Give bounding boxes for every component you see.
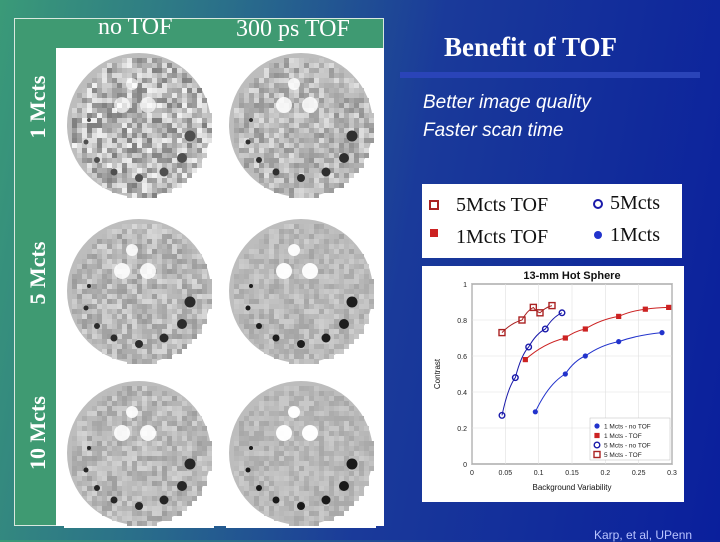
- data-point: [642, 306, 648, 312]
- x-tick-label: 0.3: [667, 470, 677, 477]
- filled-square-icon: [430, 229, 438, 237]
- filled-circle-icon: [594, 231, 602, 239]
- data-point: [659, 330, 665, 336]
- data-point: [593, 441, 601, 449]
- data-point: [529, 303, 538, 312]
- slide-title: Benefit of TOF: [444, 32, 617, 62]
- chart-legend-label: 5 Mcts - no TOF: [604, 443, 651, 450]
- marker-legend: 5Mcts TOF 1Mcts TOF 5Mcts 1Mcts: [422, 184, 682, 258]
- data-point: [666, 304, 672, 310]
- x-tick-label: 0.05: [499, 470, 513, 477]
- open-circle-icon: [593, 199, 603, 209]
- data-point: [518, 316, 526, 324]
- chart-legend-label: 5 Mcts - TOF: [604, 452, 642, 459]
- data-point: [525, 343, 533, 351]
- data-point: [536, 309, 544, 317]
- phantom-image-10mcts-tof: [226, 378, 376, 528]
- y-tick-label: 0.2: [457, 426, 467, 433]
- y-tick-label: 1: [463, 282, 467, 289]
- row-label-10mcts: 10 Mcts: [25, 396, 50, 470]
- x-tick-label: 0.25: [632, 470, 646, 477]
- bullet-scan-time: Faster scan time: [423, 120, 564, 141]
- x-tick-label: 0: [470, 470, 474, 477]
- y-tick-label: 0.4: [457, 390, 467, 397]
- phantom-image-grid: [56, 48, 384, 528]
- bullet-image-quality: Better image quality: [423, 92, 591, 113]
- legend-5mcts-tof: 5Mcts TOF: [456, 194, 549, 216]
- chart-title: 13-mm Hot Sphere: [523, 270, 620, 282]
- data-point: [593, 450, 601, 459]
- data-point: [548, 301, 556, 310]
- phantom-image-1mcts-tof: [226, 50, 376, 200]
- phantom-image-5mcts-tof: [226, 216, 376, 366]
- data-point: [582, 353, 588, 359]
- data-point: [562, 371, 568, 377]
- phantom-image-5mcts-notof: [64, 216, 214, 366]
- data-point: [532, 409, 538, 415]
- row-label-1mcts: 1 Mcts: [25, 75, 50, 139]
- chart-legend-label: 1 Mcts - no TOF: [604, 424, 651, 431]
- data-point: [522, 357, 528, 363]
- x-tick-label: 0.2: [600, 470, 610, 477]
- y-tick-label: 0.8: [457, 318, 467, 325]
- legend-1mcts-tof: 1Mcts TOF: [456, 226, 549, 248]
- legend-1mcts: 1Mcts: [610, 224, 660, 246]
- contrast-chart-panel: 13-mm Hot Sphere 0 0.2 0.4 0.6 0.8 1 0 0.05 0.1 0.…: [422, 266, 684, 502]
- data-point: [616, 339, 622, 345]
- legend-5mcts: 5Mcts: [610, 192, 660, 214]
- contrast-chart: 13-mm Hot Sphere 0 0.2 0.4 0.6 0.8 1 0 0.05 0.1 0.…: [433, 270, 677, 492]
- series-line: [501, 305, 553, 333]
- phantom-image-10mcts-notof: [64, 378, 214, 528]
- series-line: [501, 312, 563, 416]
- data-point: [541, 325, 549, 333]
- data-point: [594, 432, 600, 439]
- row-label-5mcts: 5 Mcts: [25, 241, 50, 305]
- data-point: [594, 423, 600, 429]
- col-header-tof: 300 ps TOF: [236, 16, 350, 42]
- x-tick-label: 0.15: [565, 470, 579, 477]
- data-point: [562, 335, 568, 341]
- data-point: [582, 326, 588, 332]
- col-header-no-tof: no TOF: [98, 14, 173, 40]
- data-point: [558, 309, 566, 317]
- series-line: [524, 306, 669, 360]
- data-point: [616, 313, 622, 319]
- data-point: [498, 411, 506, 419]
- chart-legend: [589, 417, 671, 461]
- data-point: [511, 374, 519, 382]
- y-tick-label: 0: [463, 462, 467, 469]
- y-axis-label: Contrast: [433, 358, 442, 389]
- open-square-icon: [429, 200, 439, 210]
- phantom-image-1mcts-notof: [64, 50, 214, 200]
- y-tick-label: 0.6: [457, 354, 467, 361]
- data-point: [498, 328, 506, 337]
- series-line: [534, 332, 663, 413]
- credit-text: Karp, et al, UPenn: [594, 528, 693, 542]
- x-tick-label: 0.1: [534, 470, 544, 477]
- chart-legend-label: 1 Mcts - TOF: [604, 433, 642, 440]
- title-underline: [400, 72, 700, 78]
- x-axis-label: Background Variability: [532, 483, 611, 492]
